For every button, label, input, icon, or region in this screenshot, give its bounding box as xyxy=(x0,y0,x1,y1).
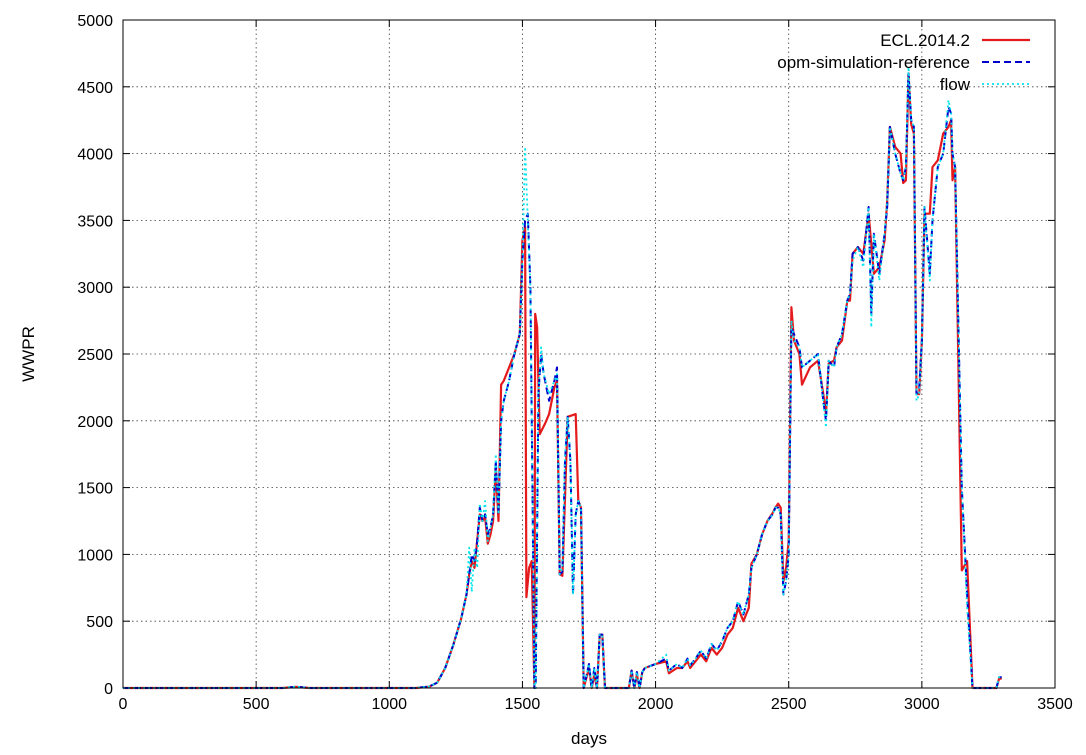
y-tick-label: 500 xyxy=(86,614,113,631)
y-tick-label: 1000 xyxy=(77,547,113,564)
y-axis-title: WWPR xyxy=(19,326,38,382)
y-tick-label: 3000 xyxy=(77,280,113,297)
legend: ECL.2014.2 opm-simulation-reference flow xyxy=(777,31,1030,94)
x-tick-label: 2000 xyxy=(638,696,674,713)
series-line-2 xyxy=(123,65,1002,689)
y-tick-label: 5000 xyxy=(77,13,113,30)
y-tick-label: 0 xyxy=(104,681,113,698)
series-lines xyxy=(123,65,1002,690)
x-tick-label: 0 xyxy=(119,696,128,713)
x-tick-label: 3000 xyxy=(904,696,940,713)
x-tick-label: 1500 xyxy=(505,696,541,713)
x-axis-title: days xyxy=(571,729,607,748)
x-tick-label: 500 xyxy=(243,696,270,713)
legend-label: ECL.2014.2 xyxy=(880,31,970,50)
x-tick-label: 1000 xyxy=(371,696,407,713)
y-tick-label: 2000 xyxy=(77,414,113,431)
y-tick-label: 4500 xyxy=(77,80,113,97)
legend-label: flow xyxy=(940,75,971,94)
axis-ticks: 0 500 1000 1500 2000 2500 3000 3500 0 500 1000 1500… xyxy=(77,13,1072,713)
x-tick-label: 3500 xyxy=(1037,696,1073,713)
legend-label: opm-simulation-reference xyxy=(777,53,970,72)
y-tick-label: 4000 xyxy=(77,147,113,164)
x-tick-label: 2500 xyxy=(771,696,807,713)
series-line-0 xyxy=(123,72,1002,690)
y-tick-label: 1500 xyxy=(77,481,113,498)
y-tick-label: 2500 xyxy=(77,347,113,364)
y-tick-label: 3500 xyxy=(77,213,113,230)
